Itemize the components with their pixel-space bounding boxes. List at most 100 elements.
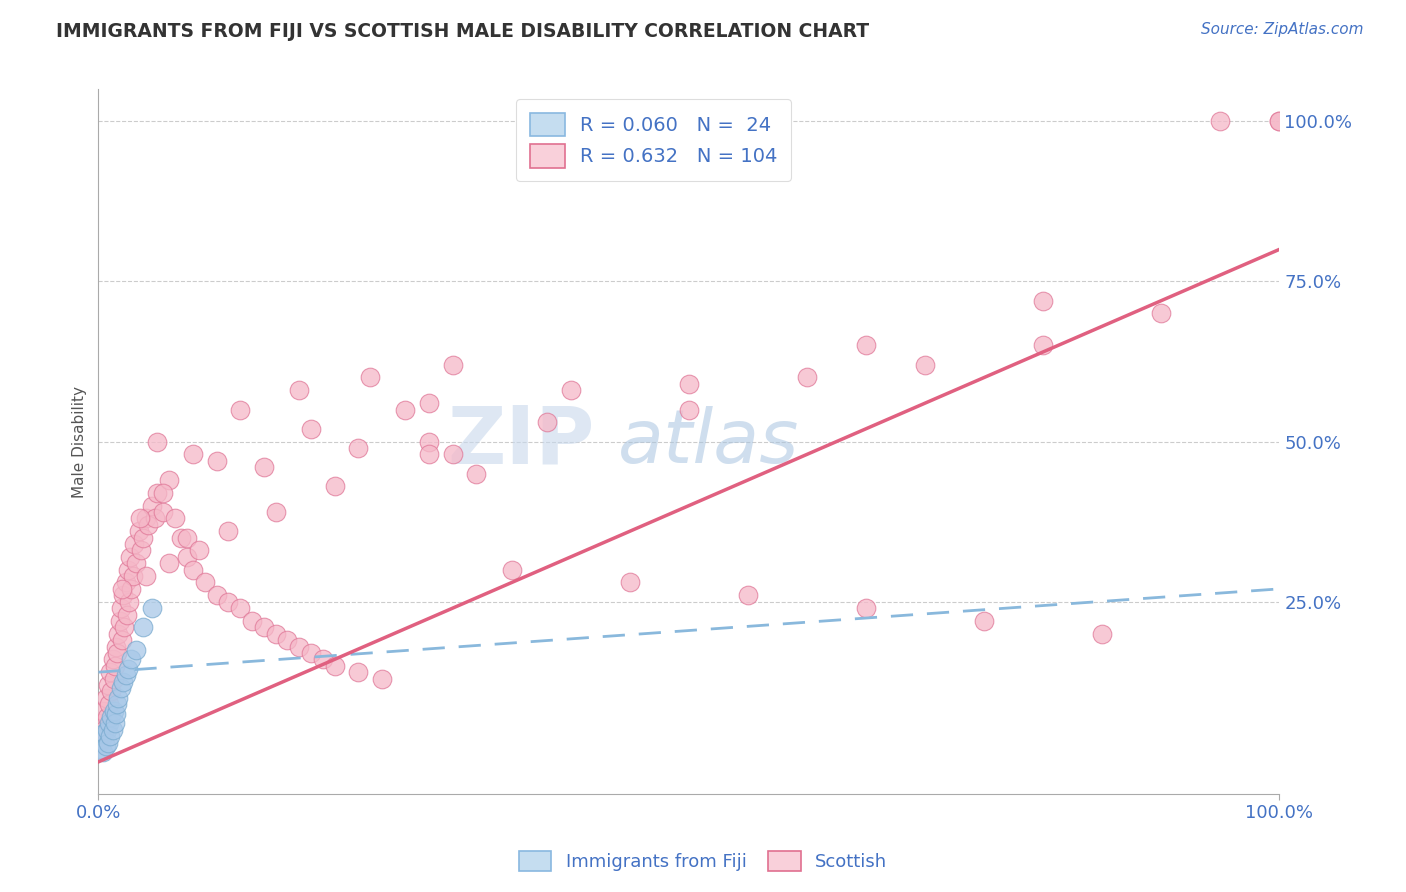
Point bbox=[93, 726, 115, 740]
Point bbox=[418, 434, 440, 449]
Point bbox=[89, 736, 111, 750]
Point bbox=[98, 697, 121, 711]
Point bbox=[323, 658, 346, 673]
Point bbox=[299, 422, 322, 436]
Point bbox=[253, 460, 276, 475]
Point bbox=[165, 511, 187, 525]
Point bbox=[737, 588, 759, 602]
Point bbox=[141, 601, 163, 615]
Point bbox=[98, 665, 121, 680]
Point bbox=[1032, 293, 1054, 308]
Point bbox=[536, 415, 558, 429]
Point bbox=[125, 556, 148, 570]
Point bbox=[141, 499, 163, 513]
Point bbox=[276, 633, 298, 648]
Point bbox=[1091, 626, 1114, 640]
Point bbox=[560, 384, 582, 398]
Point bbox=[288, 384, 311, 398]
Point bbox=[914, 358, 936, 372]
Point bbox=[678, 402, 700, 417]
Point bbox=[105, 640, 128, 654]
Point bbox=[100, 684, 122, 698]
Point bbox=[217, 595, 239, 609]
Point bbox=[103, 672, 125, 686]
Point bbox=[110, 681, 132, 696]
Point bbox=[98, 729, 121, 743]
Point bbox=[121, 569, 143, 583]
Point bbox=[465, 467, 488, 481]
Point bbox=[94, 739, 117, 753]
Point bbox=[101, 652, 124, 666]
Point bbox=[176, 549, 198, 564]
Point bbox=[157, 473, 180, 487]
Point bbox=[132, 620, 155, 634]
Point bbox=[394, 402, 416, 417]
Point bbox=[114, 575, 136, 590]
Point bbox=[91, 732, 114, 747]
Point bbox=[152, 505, 174, 519]
Point bbox=[217, 524, 239, 539]
Point bbox=[97, 678, 120, 692]
Point bbox=[122, 537, 145, 551]
Point bbox=[94, 690, 117, 705]
Point bbox=[229, 601, 252, 615]
Point bbox=[111, 633, 134, 648]
Point bbox=[105, 697, 128, 711]
Point bbox=[288, 640, 311, 654]
Point bbox=[108, 614, 131, 628]
Point bbox=[299, 646, 322, 660]
Point bbox=[90, 716, 112, 731]
Point bbox=[418, 396, 440, 410]
Point bbox=[619, 575, 641, 590]
Point bbox=[128, 524, 150, 539]
Text: Source: ZipAtlas.com: Source: ZipAtlas.com bbox=[1201, 22, 1364, 37]
Point bbox=[121, 652, 143, 666]
Point bbox=[441, 358, 464, 372]
Point bbox=[146, 485, 169, 500]
Point bbox=[105, 646, 128, 660]
Point bbox=[181, 447, 204, 461]
Point bbox=[135, 569, 157, 583]
Point bbox=[103, 704, 125, 718]
Point bbox=[371, 672, 394, 686]
Point bbox=[205, 588, 228, 602]
Point bbox=[678, 376, 700, 391]
Point bbox=[100, 710, 122, 724]
Point bbox=[135, 511, 157, 525]
Point bbox=[229, 402, 252, 417]
Point bbox=[170, 531, 193, 545]
Point bbox=[264, 626, 287, 640]
Point bbox=[359, 370, 381, 384]
Point bbox=[125, 642, 148, 657]
Point bbox=[253, 620, 276, 634]
Point bbox=[1209, 114, 1232, 128]
Point bbox=[115, 607, 138, 622]
Point bbox=[152, 485, 174, 500]
Point bbox=[1150, 306, 1173, 320]
Point bbox=[240, 614, 263, 628]
Point bbox=[129, 543, 152, 558]
Point bbox=[117, 563, 139, 577]
Point bbox=[98, 716, 121, 731]
Point bbox=[96, 723, 118, 737]
Legend: Immigrants from Fiji, Scottish: Immigrants from Fiji, Scottish bbox=[512, 844, 894, 879]
Point bbox=[128, 511, 150, 525]
Legend: R = 0.060   N =  24, R = 0.632   N = 104: R = 0.060 N = 24, R = 0.632 N = 104 bbox=[516, 99, 792, 181]
Point bbox=[441, 447, 464, 461]
Text: IMMIGRANTS FROM FIJI VS SCOTTISH MALE DISABILITY CORRELATION CHART: IMMIGRANTS FROM FIJI VS SCOTTISH MALE DI… bbox=[56, 22, 869, 41]
Point bbox=[418, 447, 440, 461]
Y-axis label: Male Disability: Male Disability bbox=[72, 385, 87, 498]
Point bbox=[104, 716, 127, 731]
Point bbox=[347, 665, 370, 680]
Point bbox=[796, 370, 818, 384]
Point bbox=[91, 745, 114, 759]
Point bbox=[143, 511, 166, 525]
Text: atlas: atlas bbox=[619, 406, 800, 477]
Point bbox=[136, 517, 159, 532]
Point bbox=[187, 543, 209, 558]
Point bbox=[101, 723, 124, 737]
Point bbox=[1032, 338, 1054, 352]
Point bbox=[111, 582, 134, 596]
Point bbox=[855, 338, 877, 352]
Point bbox=[347, 441, 370, 455]
